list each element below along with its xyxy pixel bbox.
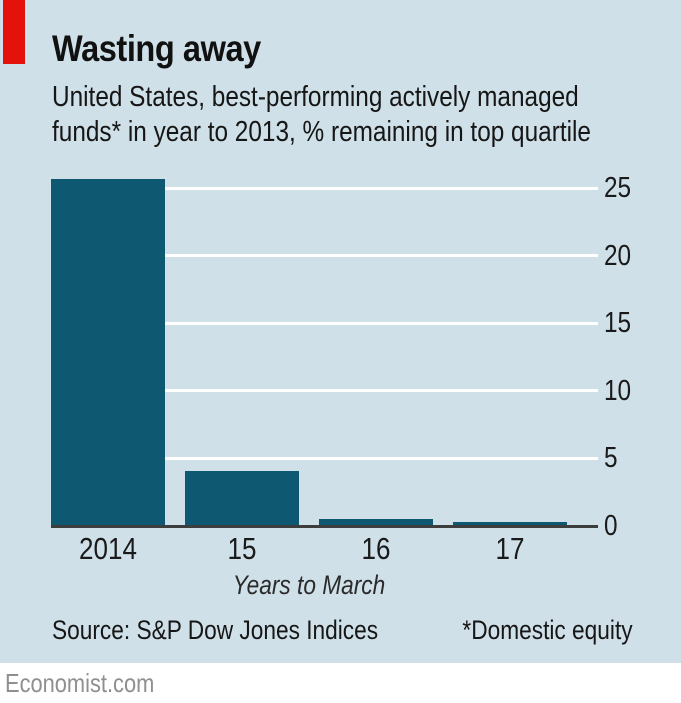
economist-red-tab (3, 0, 25, 64)
chart-title: Wasting away (52, 28, 261, 69)
bar-15 (185, 470, 299, 526)
bar-chart-plot: 2014 15 16 17 0 5 10 15 20 25 (51, 172, 632, 566)
x-tick-label-16: 16 (361, 531, 391, 566)
economist-brand: Economist.com (5, 668, 155, 698)
y-tick-label-5: 5 (604, 442, 618, 475)
gridline-25 (51, 186, 598, 190)
gridline-20 (51, 254, 598, 258)
chart-panel: Wasting away United States, best-perform… (0, 0, 681, 663)
y-tick-label-15: 15 (604, 307, 632, 340)
chart-subtitle-line1: United States, best-performing actively … (52, 81, 579, 113)
x-axis-title: Years to March (232, 570, 386, 600)
chart-subtitle: United States, best-performing actively … (52, 80, 591, 150)
gridline-10 (51, 389, 598, 393)
x-tick-label-15: 15 (227, 531, 257, 566)
y-tick-label-10: 10 (604, 374, 632, 407)
gridline-5 (51, 456, 598, 460)
y-tick-label-25: 25 (604, 172, 632, 204)
chart-subtitle-line2: funds* in year to 2013, % remaining in t… (52, 116, 591, 148)
gridline-15 (51, 321, 598, 325)
y-tick-label-20: 20 (604, 239, 632, 272)
x-tick-label-2014: 2014 (79, 531, 137, 566)
bar-2014 (51, 178, 165, 526)
footnote: *Domestic equity (462, 615, 633, 645)
bar-17 (453, 521, 567, 526)
x-tick-label-17: 17 (495, 531, 525, 566)
x-axis-line (51, 525, 598, 528)
source-note: Source: S&P Dow Jones Indices (52, 615, 379, 645)
y-tick-label-0: 0 (604, 510, 618, 542)
bar-16 (319, 519, 433, 526)
